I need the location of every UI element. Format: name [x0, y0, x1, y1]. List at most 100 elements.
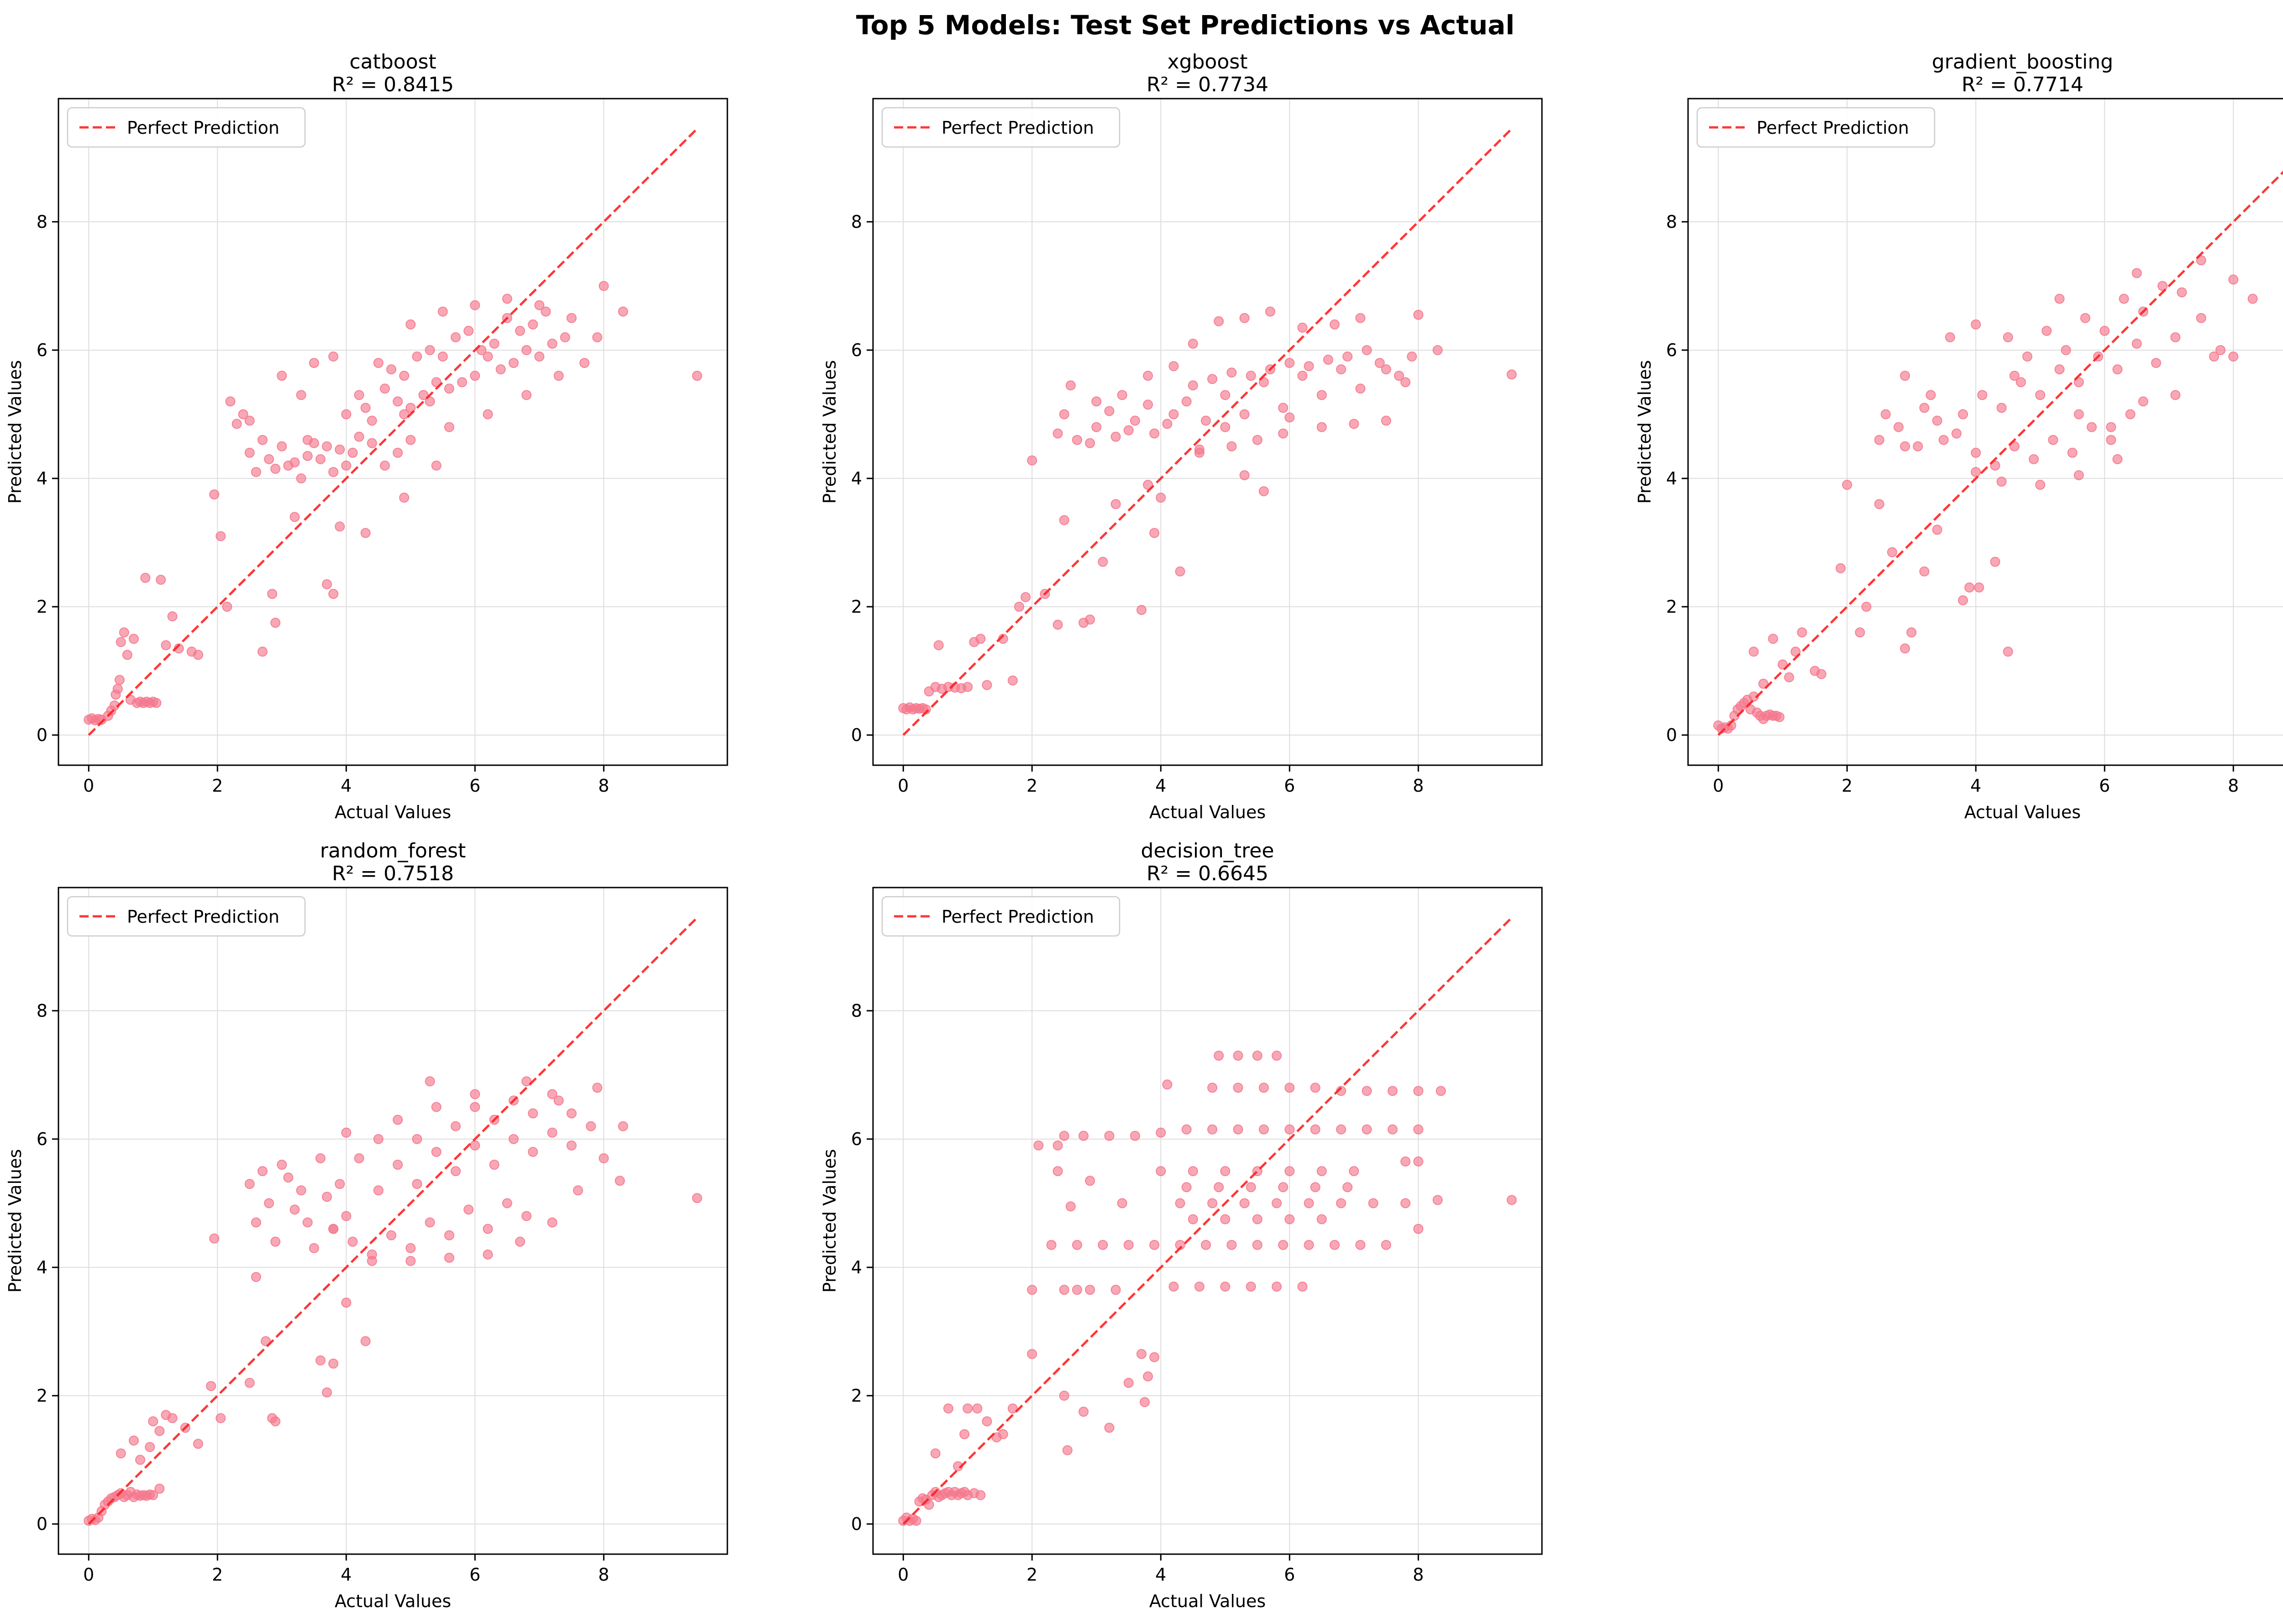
data-point [1207, 374, 1218, 384]
data-point [116, 637, 126, 647]
data-point [1342, 351, 1353, 362]
data-point [1925, 390, 1936, 400]
data-point [2215, 345, 2226, 355]
data-point [1220, 1166, 1231, 1177]
perfect-prediction-line [1717, 170, 2283, 736]
axes-frame [58, 98, 728, 766]
data-point [412, 1134, 422, 1144]
data-point [1958, 595, 1968, 605]
subplot-title: decision_tree [1141, 839, 1274, 862]
data-point [1977, 390, 1988, 400]
y-tick-label: 2 [851, 597, 862, 617]
data-point [112, 683, 123, 694]
data-point [2035, 390, 2046, 400]
data-point [541, 306, 551, 317]
data-point [1336, 1198, 1347, 1209]
data-point [2196, 313, 2206, 323]
data-point [483, 351, 493, 362]
data-point [1284, 1166, 1295, 1177]
data-point [341, 460, 352, 471]
data-point [431, 460, 442, 471]
y-tick-label: 8 [851, 1001, 862, 1021]
data-point [328, 467, 339, 477]
data-point [1432, 1195, 1443, 1205]
data-point [1052, 1166, 1063, 1177]
data-point [528, 1146, 538, 1157]
data-point [367, 1256, 377, 1266]
data-point [283, 1172, 294, 1183]
data-point [489, 1160, 500, 1170]
data-point [412, 351, 422, 362]
data-point [483, 409, 493, 420]
data-point [1316, 390, 1327, 400]
data-point [360, 1336, 371, 1346]
data-point [1085, 1176, 1095, 1186]
data-point [1143, 399, 1153, 410]
data-point [1007, 1403, 1018, 1414]
y-tick-label: 8 [37, 1001, 47, 1021]
data-point [982, 680, 992, 690]
data-point [1336, 1124, 1347, 1135]
data-point [1033, 1140, 1044, 1151]
data-point [321, 1387, 332, 1398]
data-point [335, 521, 345, 532]
data-point [128, 634, 139, 644]
data-point [270, 618, 281, 628]
data-point [1355, 1240, 1366, 1250]
data-point [1400, 1198, 1411, 1209]
data-point [1990, 557, 2000, 567]
data-point [586, 1121, 596, 1131]
data-point [2003, 332, 2013, 342]
data-point [566, 1140, 577, 1151]
data-point [1990, 460, 2000, 471]
data-point [167, 1413, 178, 1424]
y-axis-label: Predicted Values [820, 360, 840, 504]
data-point [1175, 566, 1185, 577]
data-point [206, 1381, 216, 1391]
data-point [386, 364, 396, 374]
data-point [360, 528, 371, 538]
x-tick-label: 8 [1413, 1565, 1424, 1585]
y-tick-label: 6 [37, 1129, 47, 1149]
subplot-r2-subtitle: R² = 0.7518 [332, 862, 454, 885]
y-tick-label: 6 [851, 1129, 862, 1149]
data-point [1149, 1352, 1160, 1362]
data-point [2054, 364, 2065, 374]
data-point [1104, 1130, 1115, 1141]
data-point [1362, 345, 1372, 355]
legend-entry-label: Perfect Prediction [942, 118, 1094, 138]
y-axis-label: Predicted Values [1635, 360, 1655, 504]
data-point [1059, 1285, 1069, 1295]
data-point [1394, 371, 1404, 381]
data-point [1996, 476, 2007, 487]
data-point [1104, 406, 1115, 416]
data-point [114, 675, 125, 685]
data-point [161, 640, 171, 651]
data-point [1900, 643, 1910, 654]
data-point [2099, 326, 2110, 336]
data-point [341, 1127, 352, 1138]
data-point [1207, 1083, 1218, 1093]
data-point [2138, 396, 2148, 407]
data-point [1323, 354, 1333, 365]
data-point [296, 473, 306, 484]
data-point [2131, 268, 2142, 279]
data-point [1284, 1083, 1295, 1093]
data-point [296, 1185, 306, 1196]
data-point [1971, 447, 1981, 458]
data-point [1362, 1124, 1372, 1135]
data-point [579, 357, 589, 368]
legend-entry-label: Perfect Prediction [1757, 118, 1909, 138]
data-point [2067, 447, 2078, 458]
data-point [367, 438, 377, 448]
data-point [1278, 403, 1289, 413]
data-point [1349, 419, 1359, 429]
data-point [1168, 361, 1179, 371]
data-point [289, 457, 300, 468]
data-point [483, 1249, 493, 1260]
data-point [251, 1217, 261, 1228]
data-point [1297, 1282, 1308, 1292]
data-point [267, 589, 278, 599]
